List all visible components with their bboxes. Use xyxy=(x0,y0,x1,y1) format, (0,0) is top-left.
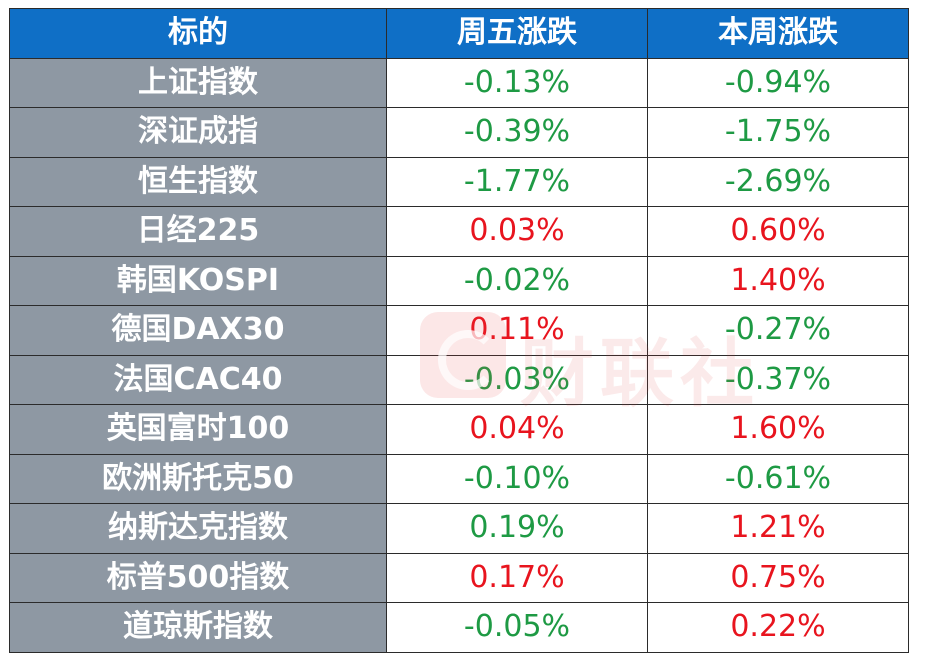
friday-change-cell: -0.03% xyxy=(386,354,648,405)
week-change-cell: -2.69% xyxy=(647,156,909,207)
friday-change-cell: 0.04% xyxy=(386,404,648,455)
index-name-cell: 标普500指数 xyxy=(9,552,387,603)
index-name-cell: 深证成指 xyxy=(9,107,387,158)
week-change-cell: -0.94% xyxy=(647,57,909,108)
friday-change-cell: -0.39% xyxy=(386,107,648,158)
week-change-cell: -1.75% xyxy=(647,107,909,158)
header-target: 标的 xyxy=(9,8,387,59)
friday-change-cell: 0.17% xyxy=(386,552,648,603)
friday-change-cell: 0.19% xyxy=(386,503,648,554)
week-change-cell: 0.60% xyxy=(647,206,909,257)
index-name-cell: 道琼斯指数 xyxy=(9,602,387,653)
friday-change-cell: -0.10% xyxy=(386,453,648,504)
table-row: 日经225 0.03% 0.60% xyxy=(9,206,909,257)
table-row: 上证指数 -0.13% -0.94% xyxy=(9,57,909,108)
table-row: 恒生指数 -1.77% -2.69% xyxy=(9,156,909,207)
week-change-cell: 1.40% xyxy=(647,255,909,306)
table-row: 道琼斯指数 -0.05% 0.22% xyxy=(9,602,909,653)
table-row: 韩国KOSPI -0.02% 1.40% xyxy=(9,255,909,306)
table-row: 法国CAC40 -0.03% -0.37% xyxy=(9,354,909,405)
index-name-cell: 英国富时100 xyxy=(9,404,387,455)
index-name-cell: 韩国KOSPI xyxy=(9,255,387,306)
index-name-cell: 德国DAX30 xyxy=(9,305,387,356)
friday-change-cell: 0.11% xyxy=(386,305,648,356)
table-row: 纳斯达克指数 0.19% 1.21% xyxy=(9,503,909,554)
index-name-cell: 日经225 xyxy=(9,206,387,257)
index-name-cell: 法国CAC40 xyxy=(9,354,387,405)
header-friday-change: 周五涨跌 xyxy=(386,8,648,59)
index-name-cell: 纳斯达克指数 xyxy=(9,503,387,554)
table-header-row: 标的 周五涨跌 本周涨跌 xyxy=(9,8,909,59)
friday-change-cell: -0.05% xyxy=(386,602,648,653)
table-row: 欧洲斯托克50 -0.10% -0.61% xyxy=(9,453,909,504)
index-name-cell: 上证指数 xyxy=(9,57,387,108)
table-row: 英国富时100 0.04% 1.60% xyxy=(9,404,909,455)
table-row: 标普500指数 0.17% 0.75% xyxy=(9,552,909,603)
friday-change-cell: -1.77% xyxy=(386,156,648,207)
index-name-cell: 欧洲斯托克50 xyxy=(9,453,387,504)
week-change-cell: 1.60% xyxy=(647,404,909,455)
week-change-cell: 0.22% xyxy=(647,602,909,653)
friday-change-cell: -0.13% xyxy=(386,57,648,108)
week-change-cell: 0.75% xyxy=(647,552,909,603)
table-row: 深证成指 -0.39% -1.75% xyxy=(9,107,909,158)
week-change-cell: 1.21% xyxy=(647,503,909,554)
table-row: 德国DAX30 0.11% -0.27% xyxy=(9,305,909,356)
friday-change-cell: -0.02% xyxy=(386,255,648,306)
week-change-cell: -0.37% xyxy=(647,354,909,405)
index-name-cell: 恒生指数 xyxy=(9,156,387,207)
market-quotes-table: 标的 周五涨跌 本周涨跌 上证指数 -0.13% -0.94% 深证成指 -0.39% -… xyxy=(9,8,909,653)
header-week-change: 本周涨跌 xyxy=(647,8,909,59)
friday-change-cell: 0.03% xyxy=(386,206,648,257)
week-change-cell: -0.61% xyxy=(647,453,909,504)
week-change-cell: -0.27% xyxy=(647,305,909,356)
